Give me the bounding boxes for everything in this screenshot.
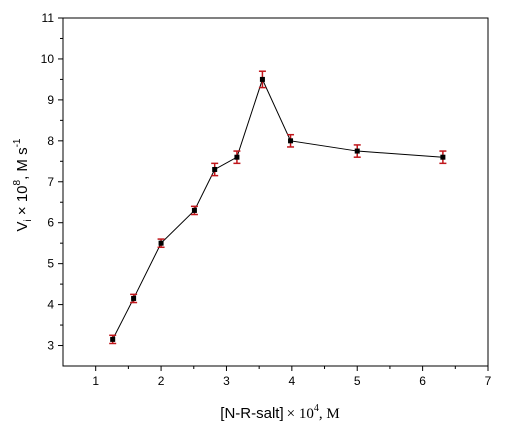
data-marker <box>440 154 446 160</box>
data-marker <box>191 207 197 213</box>
x-tick-label: 3 <box>223 374 230 388</box>
y-axis-title: Vi × 108, M s-1 <box>12 138 34 231</box>
x-tick-label: 2 <box>158 374 165 388</box>
series-line <box>112 78 443 340</box>
y-tick-label: 4 <box>47 298 54 312</box>
x-tick-label: 7 <box>485 374 492 388</box>
y-tick-label: 3 <box>47 339 54 353</box>
y-tick-label: 5 <box>47 257 54 271</box>
y-tick-label: 10 <box>41 52 55 66</box>
data-point <box>211 162 219 177</box>
data-marker <box>288 138 294 144</box>
y-tick-label: 11 <box>42 11 55 25</box>
y-tick-label: 8 <box>47 134 54 148</box>
data-marker <box>131 295 137 301</box>
x-tick-label: 1 <box>92 374 99 388</box>
data-point <box>190 205 198 216</box>
data-point <box>130 293 138 304</box>
x-tick-label: 6 <box>419 374 426 388</box>
y-tick-label: 9 <box>47 93 54 107</box>
data-marker <box>110 336 116 342</box>
series-layer <box>109 70 447 345</box>
plot-frame <box>62 17 489 367</box>
x-tick-label: 5 <box>354 374 361 388</box>
data-marker <box>234 154 240 160</box>
x-tick-label: 4 <box>289 374 296 388</box>
data-marker <box>259 76 265 82</box>
y-tick-label: 6 <box>47 216 54 230</box>
data-point <box>287 133 295 148</box>
data-marker <box>354 148 360 154</box>
data-marker <box>158 240 164 246</box>
data-marker <box>212 166 218 172</box>
data-point <box>157 238 165 249</box>
axis-ticks: 1 2 3 4 5 6 7 3 4 5 6 7 8 9 10 11 <box>41 11 492 388</box>
data-point <box>353 144 361 158</box>
data-point <box>233 150 241 165</box>
plot-border <box>62 17 489 367</box>
data-point <box>258 70 266 89</box>
y-tick-label: 7 <box>47 175 54 189</box>
x-axis-title: [N-R-salt] × 104, M <box>220 403 339 422</box>
data-point <box>439 150 447 165</box>
data-point <box>109 334 117 345</box>
